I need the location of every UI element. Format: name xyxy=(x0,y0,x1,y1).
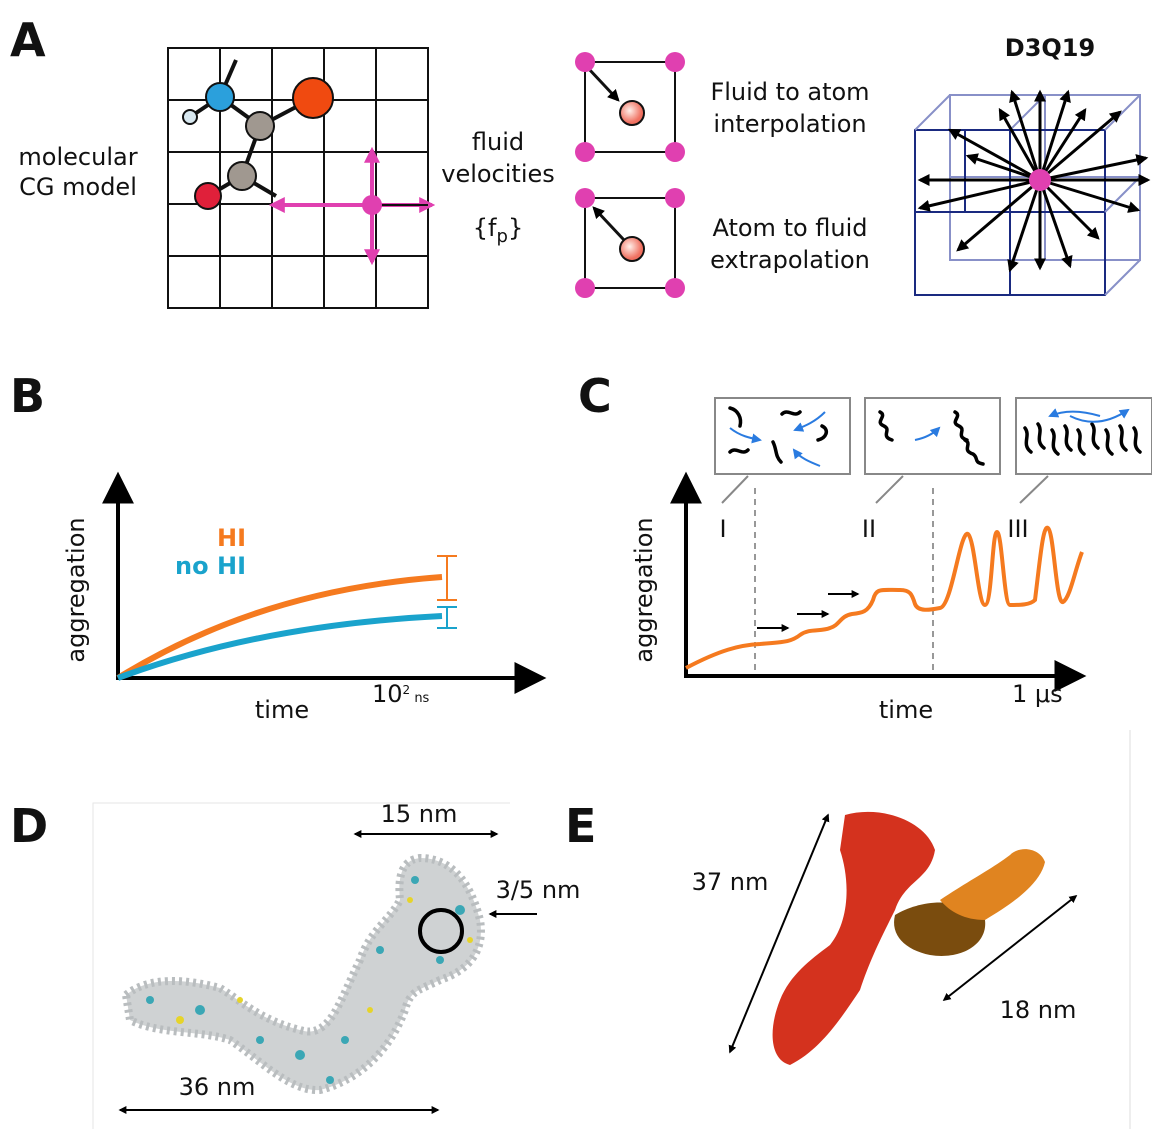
no-hi-curve xyxy=(118,616,442,678)
x-axis-label: time xyxy=(879,696,933,724)
force-subscript: p xyxy=(497,226,508,247)
scale-label: 1 μs xyxy=(1012,680,1063,708)
scale-base: 10 xyxy=(372,680,403,708)
fluid-label: fluid xyxy=(472,128,524,156)
interpolation-label: Fluid to atom xyxy=(710,78,869,106)
y-axis-label: aggregation xyxy=(62,517,90,662)
aggregation-curve xyxy=(686,528,1082,668)
dimension-label: 37 nm xyxy=(692,868,769,896)
extrapolation-cell xyxy=(575,188,685,298)
extrapolation-label: extrapolation xyxy=(710,246,870,274)
figure: A molecular CG model fluid velocities {f… xyxy=(0,0,1152,1129)
extrapolation-label: Atom to fluid xyxy=(712,214,867,242)
scale-exponent: 2 xyxy=(403,683,411,697)
interpolation-cell xyxy=(575,52,685,162)
scale-label: 102 ns xyxy=(372,680,430,708)
stage-label: III xyxy=(1007,515,1028,543)
lattice-label: D3Q19 xyxy=(1005,34,1095,62)
scale-unit: ns xyxy=(410,691,429,706)
dimension-label: 3/5 nm xyxy=(496,876,581,904)
model-label: CG model xyxy=(19,173,137,201)
force-brace: } xyxy=(508,214,523,242)
protein-chain xyxy=(126,858,481,1090)
lattice-velocities xyxy=(920,92,1148,270)
dimension-label: 15 nm xyxy=(381,800,458,828)
force-label: {fp} xyxy=(473,214,523,247)
x-axis-label: time xyxy=(255,696,309,724)
legend-hi: HI xyxy=(217,524,246,552)
interpolation-label: interpolation xyxy=(713,110,866,138)
legend-no-hi: no HI xyxy=(175,552,246,580)
fluid-arrows xyxy=(272,150,432,262)
stage-label: I xyxy=(719,515,726,543)
fluid-label: velocities xyxy=(441,160,555,188)
cg-molecule xyxy=(183,60,333,209)
dimension-label: 18 nm xyxy=(1000,996,1077,1024)
panel-letter: B xyxy=(10,369,45,423)
panel-letter: D xyxy=(10,799,48,853)
model-label: molecular xyxy=(18,143,137,171)
panel-letter: E xyxy=(565,799,596,853)
stage-insets xyxy=(715,398,1152,503)
dimension-label: 36 nm xyxy=(179,1073,256,1101)
growth-arrows xyxy=(757,594,858,628)
panel-letter: A xyxy=(10,13,46,67)
axes xyxy=(684,478,1080,678)
force-symbol: {f xyxy=(473,214,497,242)
stage-label: II xyxy=(862,515,876,543)
panel-letter: C xyxy=(578,369,612,423)
y-axis-label: aggregation xyxy=(630,517,658,662)
